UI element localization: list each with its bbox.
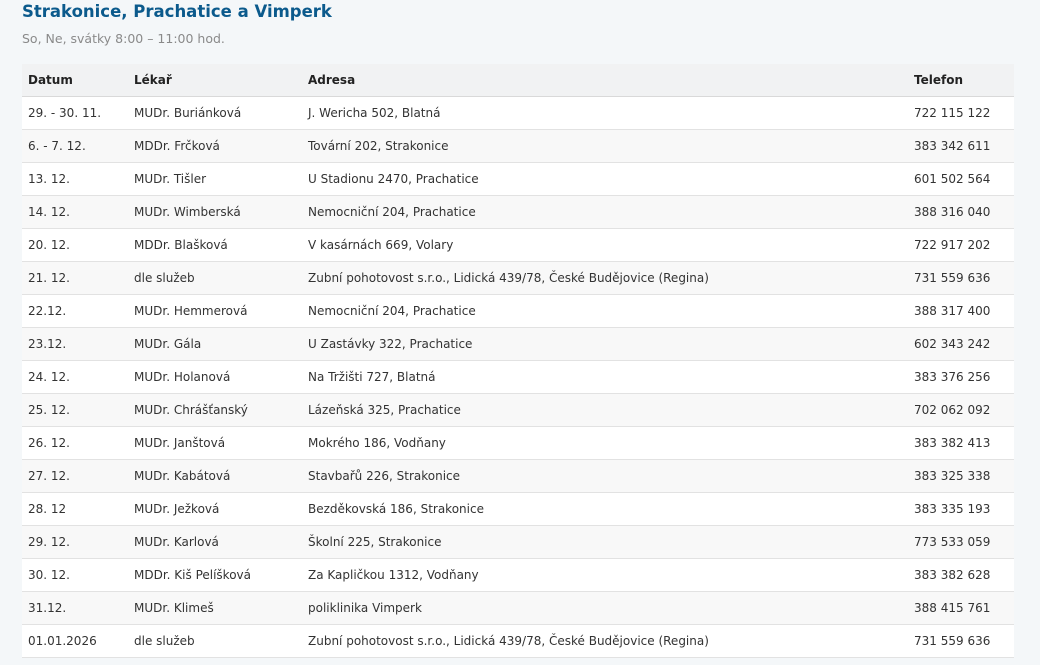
cell-date: 13. 12. bbox=[22, 162, 128, 196]
header-phone: Telefon bbox=[908, 64, 1014, 97]
emergency-dentist-table: Datum Lékař Adresa Telefon 29. - 30. 11.… bbox=[22, 64, 1014, 658]
table-row: 22.12. MUDr. Hemmerová Nemocniční 204, Pra… bbox=[22, 294, 1014, 328]
cell-doctor: MDDr. Kiš Pelíšková bbox=[128, 558, 302, 592]
table-row: 6. - 7. 12. MDDr. Frčková Tovární 202, Str… bbox=[22, 129, 1014, 163]
cell-phone: 383 376 256 bbox=[908, 360, 1014, 394]
cell-date: 14. 12. bbox=[22, 195, 128, 229]
page-title: Strakonice, Prachatice a Vimperk bbox=[22, 2, 332, 21]
cell-phone: 383 342 611 bbox=[908, 129, 1014, 163]
cell-doctor: MUDr. Buriánková bbox=[128, 96, 302, 130]
table-row: 26. 12. MUDr. Janštová Mokrého 186, Vodňan… bbox=[22, 426, 1014, 460]
header-date: Datum bbox=[22, 64, 128, 97]
cell-phone: 388 316 040 bbox=[908, 195, 1014, 229]
cell-address: Bezděkovská 186, Strakonice bbox=[302, 492, 908, 526]
table-row: 30. 12. MDDr. Kiš Pelíšková Za Kapličkou 1… bbox=[22, 558, 1014, 592]
cell-address: V kasárnách 669, Volary bbox=[302, 228, 908, 262]
cell-date: 26. 12. bbox=[22, 426, 128, 460]
table-row: 25. 12. MUDr. Chrášťanský Lázeňská 325, Pr… bbox=[22, 393, 1014, 427]
cell-phone: 383 325 338 bbox=[908, 459, 1014, 493]
cell-date: 29. - 30. 11. bbox=[22, 96, 128, 130]
cell-doctor: dle služeb bbox=[128, 624, 302, 658]
cell-doctor: MUDr. Klimeš bbox=[128, 591, 302, 625]
cell-date: 20. 12. bbox=[22, 228, 128, 262]
cell-date: 24. 12. bbox=[22, 360, 128, 394]
cell-address: Nemocniční 204, Prachatice bbox=[302, 294, 908, 328]
cell-doctor: MUDr. Kabátová bbox=[128, 459, 302, 493]
table-row: 13. 12. MUDr. Tišler U Stadionu 2470, Prac… bbox=[22, 162, 1014, 196]
opening-hours: So, Ne, svátky 8:00 – 11:00 hod. bbox=[22, 31, 225, 46]
cell-address: Tovární 202, Strakonice bbox=[302, 129, 908, 163]
table-row: 28. 12 MUDr. Ježková Bezděkovská 186, Stra… bbox=[22, 492, 1014, 526]
cell-date: 30. 12. bbox=[22, 558, 128, 592]
cell-address: J. Wericha 502, Blatná bbox=[302, 96, 908, 130]
cell-date: 21. 12. bbox=[22, 261, 128, 295]
cell-address: poliklinika Vimperk bbox=[302, 591, 908, 625]
cell-phone: 388 317 400 bbox=[908, 294, 1014, 328]
cell-date: 01.01.2026 bbox=[22, 624, 128, 658]
cell-phone: 388 415 761 bbox=[908, 591, 1014, 625]
cell-doctor: MUDr. Janštová bbox=[128, 426, 302, 460]
cell-address: Mokrého 186, Vodňany bbox=[302, 426, 908, 460]
cell-address: Lázeňská 325, Prachatice bbox=[302, 393, 908, 427]
cell-date: 23.12. bbox=[22, 327, 128, 361]
cell-address: Školní 225, Strakonice bbox=[302, 525, 908, 559]
table-row: 14. 12. MUDr. Wimberská Nemocniční 204, Pr… bbox=[22, 195, 1014, 229]
cell-phone: 702 062 092 bbox=[908, 393, 1014, 427]
cell-phone: 773 533 059 bbox=[908, 525, 1014, 559]
cell-phone: 731 559 636 bbox=[908, 261, 1014, 295]
cell-phone: 383 382 413 bbox=[908, 426, 1014, 460]
cell-doctor: MUDr. Karlová bbox=[128, 525, 302, 559]
cell-date: 27. 12. bbox=[22, 459, 128, 493]
table-row: 23.12. MUDr. Gála U Zastávky 322, Prachati… bbox=[22, 327, 1014, 361]
cell-address: Zubní pohotovost s.r.o., Lidická 439/78,… bbox=[302, 261, 908, 295]
cell-doctor: MUDr. Gála bbox=[128, 327, 302, 361]
cell-date: 6. - 7. 12. bbox=[22, 129, 128, 163]
cell-doctor: MDDr. Frčková bbox=[128, 129, 302, 163]
cell-phone: 602 343 242 bbox=[908, 327, 1014, 361]
cell-doctor: MUDr. Holanová bbox=[128, 360, 302, 394]
table-row: 29. 12. MUDr. Karlová Školní 225, Strakoni… bbox=[22, 525, 1014, 559]
header-doctor: Lékař bbox=[128, 64, 302, 97]
cell-doctor: MUDr. Wimberská bbox=[128, 195, 302, 229]
cell-date: 22.12. bbox=[22, 294, 128, 328]
cell-address: Nemocniční 204, Prachatice bbox=[302, 195, 908, 229]
cell-phone: 383 335 193 bbox=[908, 492, 1014, 526]
cell-doctor: dle služeb bbox=[128, 261, 302, 295]
table-row: 01.01.2026 dle služeb Zubní pohotovost s.r… bbox=[22, 624, 1014, 658]
table-row: 29. - 30. 11. MUDr. Buriánková J. Wericha … bbox=[22, 96, 1014, 130]
cell-phone: 383 382 628 bbox=[908, 558, 1014, 592]
cell-phone: 722 917 202 bbox=[908, 228, 1014, 262]
cell-address: Zubní pohotovost s.r.o., Lidická 439/78,… bbox=[302, 624, 908, 658]
cell-doctor: MDDr. Blašková bbox=[128, 228, 302, 262]
cell-address: Stavbařů 226, Strakonice bbox=[302, 459, 908, 493]
table-row: 21. 12. dle služeb Zubní pohotovost s.r.o.… bbox=[22, 261, 1014, 295]
table-row: 24. 12. MUDr. Holanová Na Tržišti 727, Bla… bbox=[22, 360, 1014, 394]
table-header: Datum Lékař Adresa Telefon bbox=[22, 64, 1014, 97]
table-row: 20. 12. MDDr. Blašková V kasárnách 669, Vo… bbox=[22, 228, 1014, 262]
cell-phone: 601 502 564 bbox=[908, 162, 1014, 196]
cell-doctor: MUDr. Chrášťanský bbox=[128, 393, 302, 427]
cell-doctor: MUDr. Ježková bbox=[128, 492, 302, 526]
cell-phone: 722 115 122 bbox=[908, 96, 1014, 130]
cell-address: Za Kapličkou 1312, Vodňany bbox=[302, 558, 908, 592]
cell-doctor: MUDr. Hemmerová bbox=[128, 294, 302, 328]
table-row: 31.12. MUDr. Klimeš poliklinika Vimperk 388… bbox=[22, 591, 1014, 625]
header-address: Adresa bbox=[302, 64, 908, 97]
cell-date: 31.12. bbox=[22, 591, 128, 625]
cell-date: 29. 12. bbox=[22, 525, 128, 559]
cell-doctor: MUDr. Tišler bbox=[128, 162, 302, 196]
cell-address: U Zastávky 322, Prachatice bbox=[302, 327, 908, 361]
cell-address: Na Tržišti 727, Blatná bbox=[302, 360, 908, 394]
cell-phone: 731 559 636 bbox=[908, 624, 1014, 658]
table-row: 27. 12. MUDr. Kabátová Stavbařů 226, Strak… bbox=[22, 459, 1014, 493]
cell-address: U Stadionu 2470, Prachatice bbox=[302, 162, 908, 196]
cell-date: 28. 12 bbox=[22, 492, 128, 526]
cell-date: 25. 12. bbox=[22, 393, 128, 427]
